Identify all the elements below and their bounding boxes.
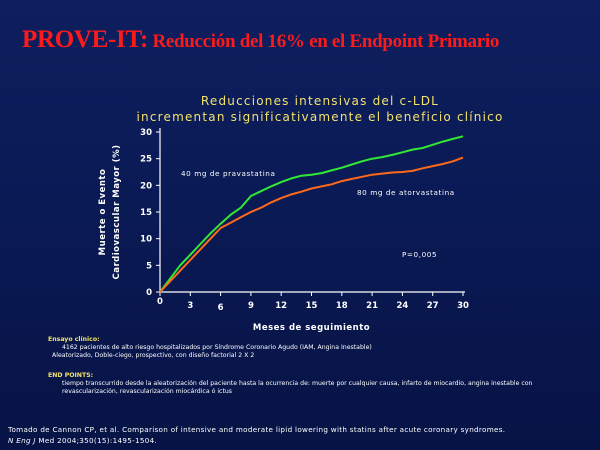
x-tick-label: 9 xyxy=(248,301,254,311)
x-tick-label: 15 xyxy=(306,301,318,311)
y-tick-label: 5 xyxy=(146,261,152,271)
reference-citation: Med 2004;350(15):1495-1504. xyxy=(35,436,158,445)
x-tick-label: 6 xyxy=(218,303,224,313)
p-value-annotation: P=0,005 xyxy=(402,250,437,259)
y-tick-label: 0 xyxy=(146,288,152,298)
y-tick-label: 30 xyxy=(140,128,152,138)
reference: Tomado de Cannon CP, et al. Comparison o… xyxy=(8,424,505,446)
ensayo-line1: 4162 pacientes de alto riesgo hospitaliz… xyxy=(62,344,372,351)
y-tick-label: 20 xyxy=(140,181,152,191)
x-tick-label: 30 xyxy=(457,301,469,311)
series-label-pravastatina: 40 mg de pravastatina xyxy=(181,169,275,178)
x-tick-label: 24 xyxy=(396,301,408,311)
series-line-atorvastatina xyxy=(159,156,464,293)
reference-journal: N Eng J xyxy=(8,436,36,445)
x-tick-label: 3 xyxy=(187,301,193,311)
series-line-pravastatina xyxy=(159,135,464,293)
ensayo-block: Ensayo clínico: 4162 pacientes de alto r… xyxy=(48,336,372,360)
slide-title: PROVE-IT: Reducción del 16% en el Endpoi… xyxy=(22,26,592,54)
y-tick-label: 10 xyxy=(140,235,152,245)
y-tick-label: 15 xyxy=(140,208,152,218)
reference-line1: Tomado de Cannon CP, et al. Comparison o… xyxy=(8,425,506,434)
slide-title-rest: Reducción del 16% en el Endpoint Primari… xyxy=(148,31,500,52)
x-axis-label: Meses de seguimiento xyxy=(253,323,370,333)
x-tick-label: 12 xyxy=(275,301,287,311)
chart-title-line2: incrementan significativamente el benefi… xyxy=(136,110,504,124)
series-label-atorvastatina: 80 mg de atorvastatina xyxy=(357,188,455,197)
endpoints-block: END POINTS: tiempo transcurrido desde la… xyxy=(48,372,532,396)
slide-title-lead: PROVE-IT: xyxy=(22,26,148,53)
x-tick-label: 18 xyxy=(336,301,348,311)
reference-line2: N Eng J Med 2004;350(15):1495-1504. xyxy=(8,435,505,446)
endpoints-line2: revascularización, revascularización mio… xyxy=(62,388,233,395)
ensayo-heading: Ensayo clínico: xyxy=(48,336,100,343)
x-tick-label: 21 xyxy=(366,301,378,311)
x-tick-label: 0 xyxy=(157,297,163,307)
y-axis-label-line1: Muerte o Evento xyxy=(98,169,108,256)
ensayo-line2: Aleatorizado, Doble-ciego, prospectivo, … xyxy=(52,352,255,359)
y-axis-label-line2: Cardiovascular Mayor (%) xyxy=(112,145,122,280)
endpoints-line1: tiempo transcurrido desde la aleatorizac… xyxy=(62,380,533,387)
x-tick-label: 27 xyxy=(427,301,439,311)
chart-title-line1: Reducciones intensivas del c-LDL xyxy=(200,94,440,108)
y-tick-label: 25 xyxy=(140,155,152,165)
endpoints-heading: END POINTS: xyxy=(48,372,94,379)
